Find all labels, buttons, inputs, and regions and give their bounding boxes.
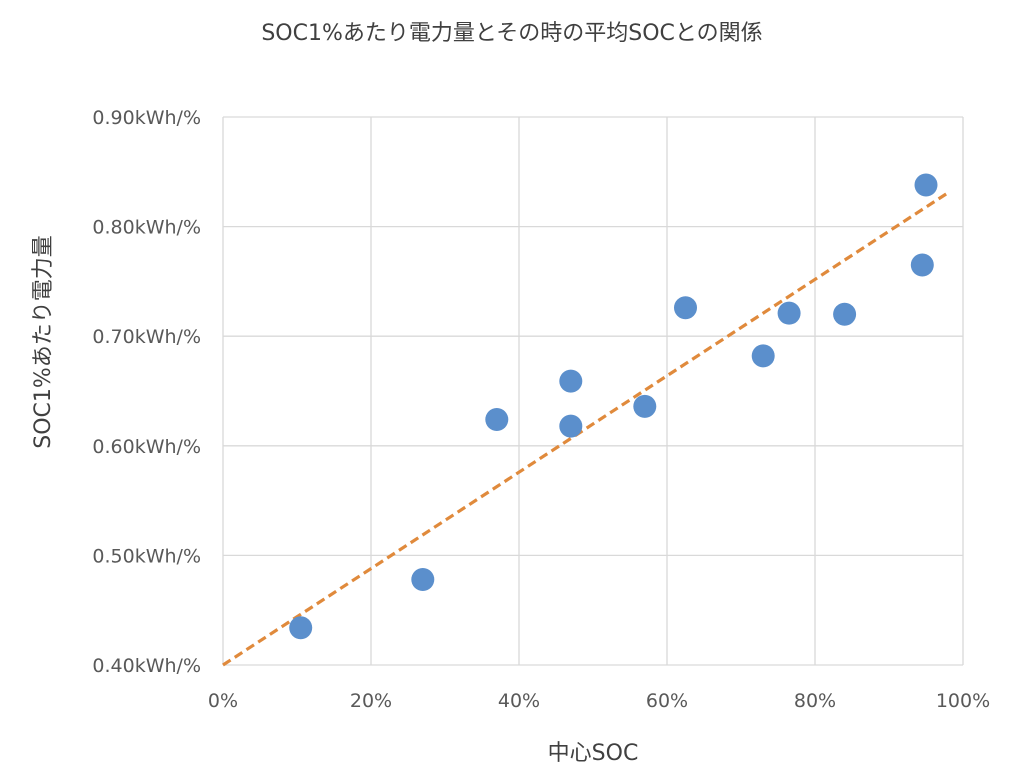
x-tick-label: 60% (646, 690, 688, 712)
data-point (559, 414, 583, 438)
y-tick-label: 0.80kWh/% (92, 217, 201, 239)
chart-title: SOC1%あたり電力量とその時の平均SOCとの関係 (261, 21, 762, 46)
x-axis-title: 中心SOC (548, 741, 639, 766)
data-point (833, 302, 857, 326)
data-point (559, 369, 583, 393)
gridlines (222, 116, 964, 666)
data-point (751, 344, 775, 368)
trendline (222, 191, 950, 667)
data-points (289, 173, 938, 640)
y-tick-label: 0.70kWh/% (92, 326, 201, 348)
y-tick-label: 0.90kWh/% (92, 107, 201, 129)
data-point (777, 301, 801, 325)
y-tick-labels: 0.40kWh/% 0.50kWh/% 0.60kWh/% 0.70kWh/% 0.80… (92, 107, 201, 677)
data-point (289, 616, 313, 640)
y-axis-title: SOC1%あたり電力量 (31, 235, 56, 449)
trendline-group (222, 191, 950, 667)
data-point (411, 568, 435, 592)
y-tick-label: 0.40kWh/% (92, 655, 201, 677)
x-tick-label: 20% (350, 690, 392, 712)
x-tick-label: 40% (498, 690, 540, 712)
y-tick-label: 0.50kWh/% (92, 545, 201, 567)
data-point (674, 296, 697, 320)
x-tick-label: 100% (936, 690, 990, 712)
x-tick-labels: 0% 20% 40% 60% 80% 100% (208, 690, 990, 712)
data-point (914, 173, 938, 197)
data-point (633, 394, 657, 418)
x-tick-label: 0% (208, 690, 238, 712)
data-point (485, 407, 509, 431)
x-tick-label: 80% (794, 690, 836, 712)
data-point (910, 253, 934, 277)
y-tick-label: 0.60kWh/% (92, 436, 201, 458)
